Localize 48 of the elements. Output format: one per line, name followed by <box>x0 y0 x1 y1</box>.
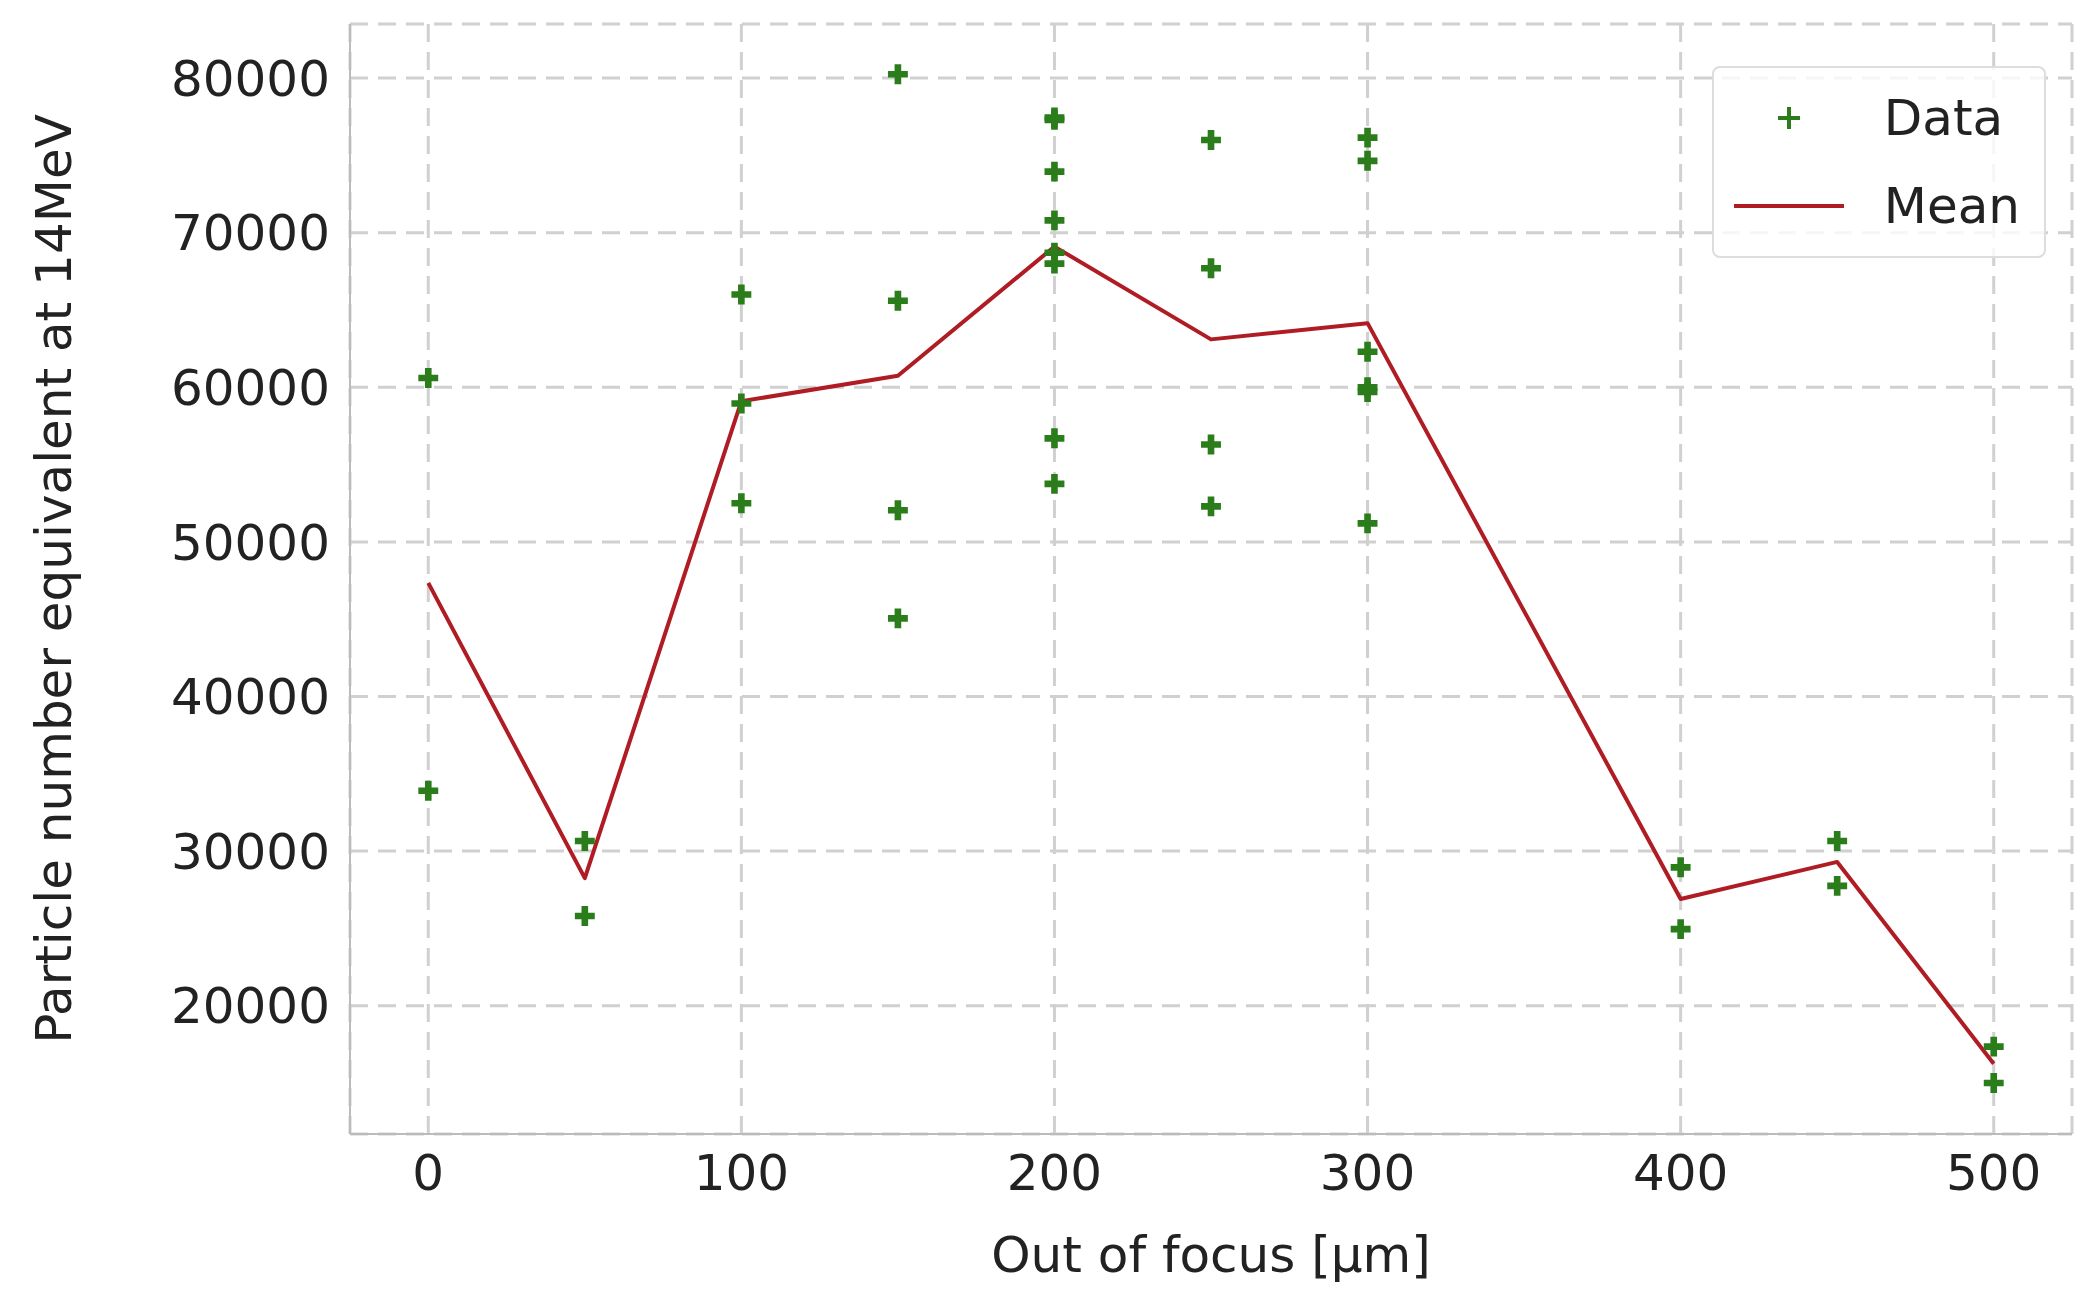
x-tick-label: 200 <box>1006 1143 1103 1202</box>
x-tick-label: 0 <box>412 1143 445 1202</box>
point <box>887 608 908 629</box>
legend-label: Data <box>1883 89 2004 147</box>
point <box>887 290 908 311</box>
x-tick-label: 100 <box>693 1143 790 1202</box>
point <box>1670 919 1691 940</box>
y-tick-label: 20000 <box>170 977 330 1036</box>
y-tick-label: 80000 <box>170 49 330 108</box>
point <box>1357 127 1378 148</box>
point <box>887 500 908 521</box>
point <box>1201 496 1221 517</box>
point <box>1357 150 1378 171</box>
y-tick-label: 30000 <box>170 822 330 881</box>
x-tick-label: 400 <box>1632 1143 1729 1202</box>
point <box>1827 875 1848 896</box>
point <box>1201 434 1221 455</box>
point <box>731 393 752 414</box>
x-tick-label: 500 <box>1946 1143 2042 1202</box>
y-tick-label: 40000 <box>170 668 330 727</box>
line-series <box>426 244 1996 1066</box>
point <box>1044 161 1065 182</box>
point <box>1201 258 1221 279</box>
point <box>1044 473 1065 494</box>
point <box>1670 857 1691 878</box>
point <box>574 831 595 851</box>
legend-label: Mean <box>1883 177 2020 235</box>
point <box>1201 130 1221 150</box>
point <box>731 284 752 305</box>
point <box>1357 513 1378 534</box>
point <box>1357 341 1378 362</box>
y-axis-title: Particle number equivalent at 14MeV <box>24 114 83 1044</box>
point <box>1044 428 1065 449</box>
point <box>574 906 595 926</box>
y-tick-label: 70000 <box>170 204 330 263</box>
point <box>887 64 908 85</box>
point <box>731 493 752 514</box>
x-tick-label: 300 <box>1319 1143 1416 1202</box>
point <box>1044 210 1065 231</box>
point <box>1827 831 1848 851</box>
x-axis-title: Out of focus [µm] <box>991 1226 1431 1284</box>
point <box>1044 253 1065 274</box>
point <box>418 368 439 388</box>
point <box>1983 1073 2004 1093</box>
y-tick-label: 50000 <box>170 513 330 572</box>
point <box>418 780 439 801</box>
point <box>1983 1036 2004 1057</box>
y-tick-label: 60000 <box>170 359 330 418</box>
